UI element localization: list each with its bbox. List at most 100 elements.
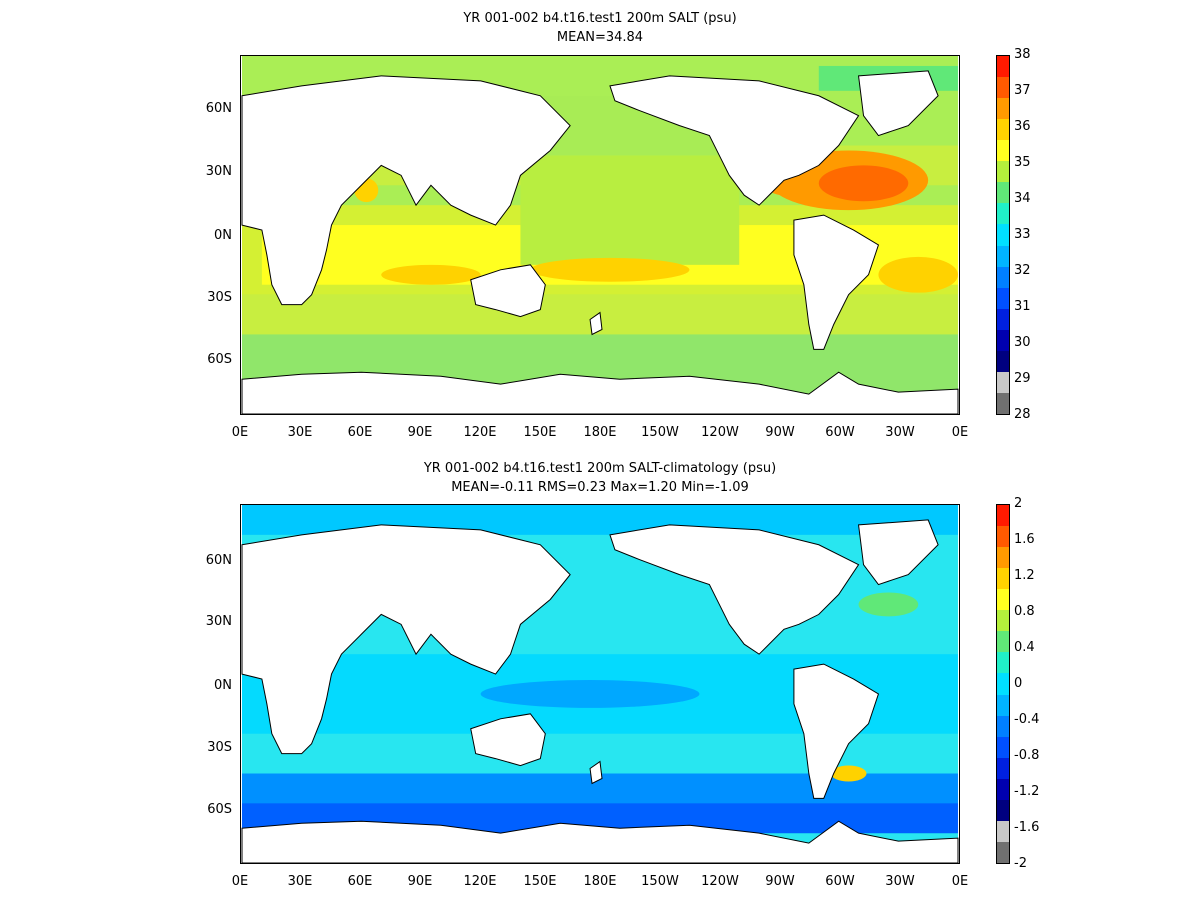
pacific-field [520,135,740,265]
colorbar-tick-label: 1.2 [1014,568,1035,583]
land-masses-1 [241,70,959,414]
panel2-subtitle: MEAN=-0.11 RMS=0.23 Max=1.20 Min=-1.09 [451,480,749,495]
colorbar-anomaly [996,504,1010,864]
colorbar-tick-label: 32 [1014,263,1031,278]
lon-tick: 0E [231,874,249,889]
south-atlantic-high [878,256,958,293]
colorbar-segment [997,392,1009,414]
lat-tick-60n: 60N [205,101,232,116]
colorbar-tick-label: 29 [1014,371,1031,386]
colorbar-segment [997,694,1009,717]
colorbar-segment [997,56,1009,78]
antarctica-shape [241,371,959,414]
colorbar-tick-label: 0 [1014,676,1023,691]
north-atlantic-core [818,165,909,202]
colorbar-tick-label: 2 [1014,496,1023,511]
lon-tick: 180E [583,874,617,889]
brazil-confluence-pos [830,765,867,782]
colorbar-segment [997,568,1009,590]
indian-ocean-high [381,264,481,285]
lat-tick-30n: 30N [205,164,232,179]
colorbar-segment [997,736,1009,759]
colorbar-tick-label: 1.6 [1014,532,1035,547]
lat-tick-30s: 30S [207,290,232,305]
panel2-title: YR 001-002 b4.t16.test1 200m SALT-climat… [423,461,777,476]
colorbar-segment [997,841,1009,863]
australia-shape-2 [470,713,546,767]
lon-tick: 30W [885,425,915,440]
lon-tick: 0E [231,425,249,440]
colorbar-segment [997,350,1009,373]
new-zealand-shape-2 [589,760,603,785]
colorbar-segment [997,589,1009,611]
lon-tick: 180E [583,425,617,440]
lon-tick: 60W [825,425,855,440]
south-pacific-high [530,257,690,282]
lon-tick: 150W [641,425,679,440]
lon-tick: 0E [951,874,969,889]
colorbar-tick-label: 28 [1014,407,1031,422]
lat-tick-60s: 60S [207,352,232,367]
colorbar-segment [997,161,1009,183]
antarctica-shape-2 [241,820,959,863]
colorbar-tick-label: 0.8 [1014,604,1035,619]
afro-eurasia-shape-2 [241,524,571,755]
north-america-shape [609,75,860,206]
arctic-strip [242,56,958,66]
lon-tick: 120E [463,874,497,889]
north-america-shape-2 [609,524,860,655]
colorbar-tick-label: -0.8 [1014,748,1040,763]
lon-tick: 150E [523,425,557,440]
australia-shape [470,264,546,318]
colorbar-segment [997,245,1009,268]
colorbar-segment [997,266,1009,289]
colorbar-segment [997,547,1009,569]
colorbar-segment [997,610,1009,632]
lon-tick: 30E [287,425,313,440]
land-masses-2 [241,519,959,863]
lat-tick-0n: 0N [214,228,232,243]
colorbar-tick-label: 0.4 [1014,640,1035,655]
lon-tick: 90W [765,874,795,889]
lon-tick: 60W [825,874,855,889]
colorbar-tick-label: -0.4 [1014,712,1040,727]
lon-tick: 30E [287,874,313,889]
colorbar-tick-label: -1.6 [1014,820,1040,835]
lon-tick: 60E [347,425,373,440]
colorbar-tick-label: 36 [1014,119,1031,134]
salinity-map-canvas [241,56,959,414]
anomaly-map-canvas [241,505,959,863]
panel1-subtitle: MEAN=34.84 [556,30,644,45]
pacific-neg-anom [480,680,700,708]
colorbar-tick-label: 35 [1014,155,1031,170]
colorbar-segment [997,140,1009,162]
colorbar-tick-label: 33 [1014,227,1031,242]
colorbar-segment [997,203,1009,225]
lon-tick: 90E [407,425,433,440]
colorbar-tick-label: -2 [1014,856,1027,871]
colorbar-tick-label: 38 [1014,47,1031,62]
colorbar-segment [997,673,1009,696]
anomaly-map [240,504,960,864]
lon-tick: 30W [885,874,915,889]
colorbar-segment [997,98,1009,120]
colorbar-segment [997,371,1009,394]
afro-eurasia-shape [241,75,571,306]
lon-tick: 120E [463,425,497,440]
colorbar-segment [997,119,1009,141]
lon-tick: 150E [523,874,557,889]
colorbar-segment [997,505,1009,527]
colorbar-salinity [996,55,1010,415]
lon-tick: 0E [951,425,969,440]
colorbar-segment [997,182,1009,204]
colorbar-segment [997,287,1009,310]
colorbar-segment [997,820,1009,843]
colorbar-segment [997,526,1009,548]
colorbar-tick-label: -1.2 [1014,784,1040,799]
lon-tick: 120W [701,425,739,440]
colorbar-tick-label: 37 [1014,83,1031,98]
colorbar-tick-label: 31 [1014,299,1031,314]
new-zealand-shape [589,311,603,336]
greenland-shape [857,70,939,137]
colorbar-segment [997,799,1009,822]
